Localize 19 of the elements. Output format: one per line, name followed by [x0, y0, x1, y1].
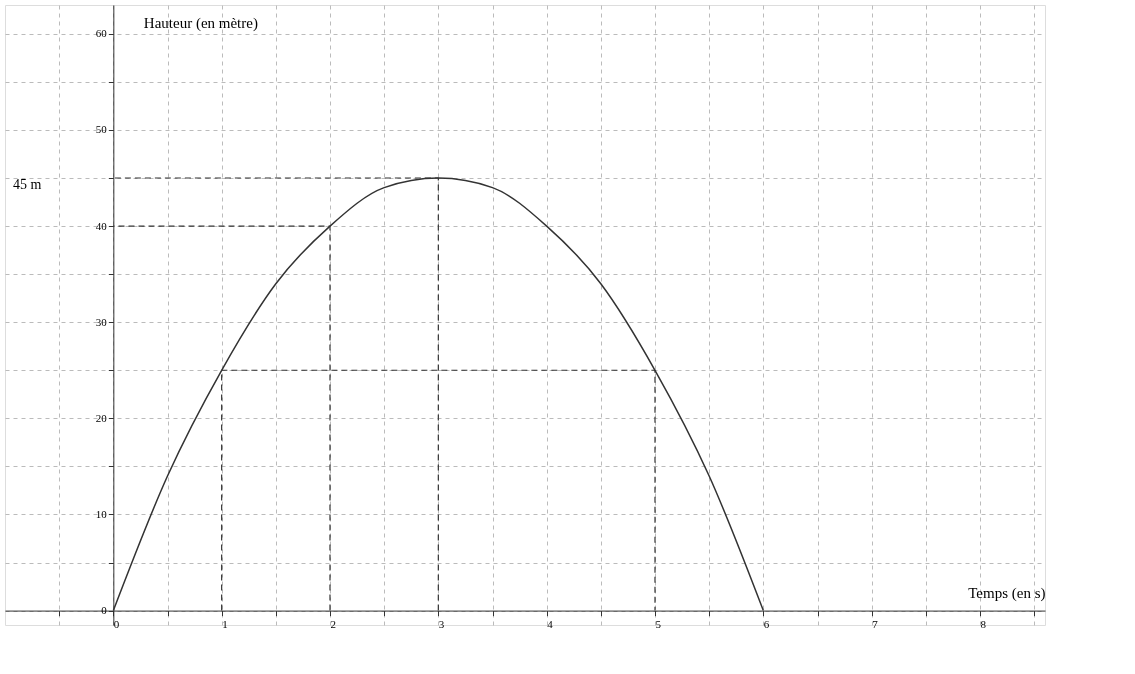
- x-tick-label: 6: [763, 618, 770, 631]
- x-tick-label: 5: [655, 618, 662, 631]
- y-tick-label: 10: [95, 507, 108, 520]
- y-axis-title: Hauteur (en mètre): [143, 14, 258, 32]
- x-tick-label: 3: [438, 618, 445, 631]
- y-tick-label: 30: [95, 315, 108, 328]
- x-tick-label: 1: [222, 618, 228, 631]
- x-tick-label: 7: [872, 618, 879, 631]
- annotation: 45 m: [13, 176, 42, 192]
- x-axis-title: Temps (en s): [968, 585, 1046, 603]
- x-tick-label: 0: [113, 618, 120, 631]
- y-tick-label: 50: [95, 123, 108, 136]
- x-tick-label: 4: [547, 618, 554, 631]
- y-tick-label: 20: [95, 411, 108, 424]
- x-tick-label: 2: [330, 618, 336, 631]
- y-tick-label: 60: [95, 27, 108, 40]
- y-tick-label: 0: [101, 604, 108, 617]
- x-tick-label: 8: [980, 618, 987, 631]
- y-tick-label: 40: [95, 219, 108, 232]
